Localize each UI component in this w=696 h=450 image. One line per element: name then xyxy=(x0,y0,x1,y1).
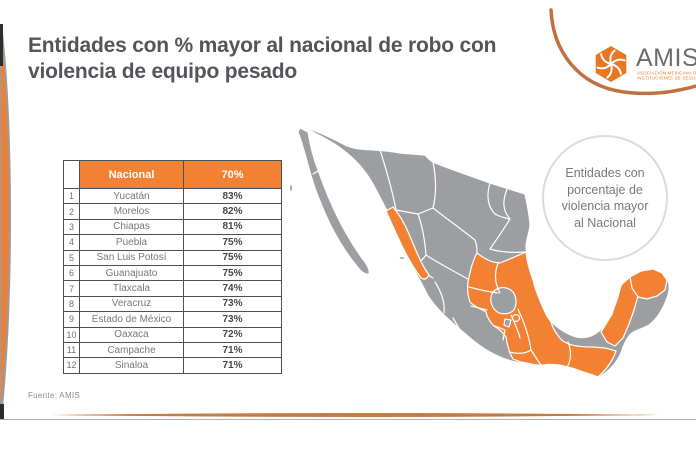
map-state-sinaloa xyxy=(385,206,430,280)
value-cell: 71% xyxy=(183,341,282,359)
page-title: Entidades con % mayor al nacional de rob… xyxy=(28,34,497,84)
highlighted-states xyxy=(385,206,668,378)
pinwheel-lines xyxy=(596,49,626,79)
bottom-orange-stripe xyxy=(50,413,660,417)
arc-stroke xyxy=(549,8,696,96)
rank-cell: 4 xyxy=(63,234,80,251)
map-island xyxy=(398,255,406,261)
value-cell: 75% xyxy=(183,264,282,282)
table-row: 2 Morelos 82% xyxy=(63,203,282,220)
source-note: Fuente: AMIS xyxy=(28,391,81,400)
rank-cell: 3 xyxy=(63,218,80,236)
header-blank-cell xyxy=(63,160,80,189)
rank-cell: 12 xyxy=(63,357,80,374)
state-cell: Yucatán xyxy=(79,187,184,205)
bottom-left-edge-mark xyxy=(0,404,4,420)
crescent-shape xyxy=(0,24,11,418)
table-row: 12 Sinaloa 71% xyxy=(63,357,282,374)
state-cell: Tlaxcala xyxy=(79,280,184,297)
bottom-gray-line xyxy=(0,418,696,420)
state-cell: Estado de México xyxy=(79,311,184,328)
state-cell: Veracruz xyxy=(79,295,184,313)
rank-cell: 6 xyxy=(63,264,80,282)
value-cell: 81% xyxy=(183,218,282,236)
map-annotation-circle: Entidades con porcentaje de violencia ma… xyxy=(542,135,668,261)
state-cell: Sinaloa xyxy=(79,357,184,374)
amis-logo-subtitle-line2: INSTITUCIONES DE SEGUROS xyxy=(637,76,696,82)
header-national-label: Nacional xyxy=(79,160,184,189)
rank-cell: 8 xyxy=(63,295,80,313)
value-cell: 74% xyxy=(183,280,282,297)
map-mainland xyxy=(302,126,670,379)
ranking-table: Nacional 70% 1 Yucatán 83% 2 Morelos 82% 3 Ch… xyxy=(63,160,282,374)
rank-cell: 5 xyxy=(63,249,80,266)
table-row: 1 Yucatán 83% xyxy=(63,187,282,205)
rank-cell: 7 xyxy=(63,280,80,297)
header-national-value: 70% xyxy=(183,160,282,189)
table-row: 8 Veracruz 73% xyxy=(63,295,282,313)
amis-logo-subtitle: ASOCIACIÓN MEXICANA DE INSTITUCIONES DE … xyxy=(637,71,696,82)
map-baja-california xyxy=(297,127,370,275)
table-row: 3 Chiapas 81% xyxy=(63,218,282,236)
rank-cell: 11 xyxy=(63,341,80,359)
value-cell: 71% xyxy=(183,357,282,374)
top-right-arc-decoration xyxy=(549,8,696,96)
amis-logo-subtitle-line1: ASOCIACIÓN MEXICANA DE xyxy=(637,71,696,77)
map-state-yucatan xyxy=(629,268,668,300)
map-annotation-text: Entidades con porcentaje de violencia ma… xyxy=(561,166,649,230)
value-cell: 82% xyxy=(183,203,282,220)
map-cdmx-gray xyxy=(503,318,512,328)
top-left-edge-mark xyxy=(0,24,3,66)
map-island xyxy=(288,183,294,193)
map-highlight-borders xyxy=(468,262,572,370)
state-cell: Guanajuato xyxy=(79,264,184,282)
value-cell: 72% xyxy=(183,326,282,343)
value-cell: 75% xyxy=(183,249,282,266)
amis-logo-wordmark: AMIS xyxy=(636,44,696,72)
value-cell: 73% xyxy=(183,311,282,328)
table-row: 11 Campache 71% xyxy=(63,341,282,359)
value-cell: 75% xyxy=(183,234,282,251)
state-cell: Puebla xyxy=(79,234,184,251)
rank-cell: 9 xyxy=(63,311,80,328)
rank-cell: 2 xyxy=(63,203,80,220)
state-cell: Oaxaca xyxy=(79,326,184,343)
amis-logo-icon xyxy=(595,46,627,82)
table-row: 9 Estado de México 73% xyxy=(63,311,282,328)
state-cell: San Luis Potosí xyxy=(79,249,184,266)
value-cell: 73% xyxy=(183,295,282,313)
table-header-row: Nacional 70% xyxy=(63,160,282,189)
table-row: 6 Guanajuato 75% xyxy=(63,264,282,282)
table-row: 10 Oaxaca 72% xyxy=(63,326,282,343)
value-cell: 83% xyxy=(183,187,282,205)
map-central-south-block xyxy=(467,251,617,378)
rank-cell: 10 xyxy=(63,326,80,343)
state-cell: Campache xyxy=(79,341,184,359)
stripe-shape xyxy=(50,413,660,417)
map-queretaro-hidalgo-gray xyxy=(490,286,517,315)
state-cell: Morelos xyxy=(79,203,184,220)
rank-cell: 1 xyxy=(63,187,80,205)
table-row: 7 Tlaxcala 74% xyxy=(63,280,282,297)
left-crescent-decoration xyxy=(0,24,11,418)
table-row: 5 San Luis Potosí 75% xyxy=(63,249,282,266)
table-row: 4 Puebla 75% xyxy=(63,234,282,251)
state-cell: Chiapas xyxy=(79,218,184,236)
map-state-campeche xyxy=(600,276,639,347)
mexico-map xyxy=(288,126,670,379)
